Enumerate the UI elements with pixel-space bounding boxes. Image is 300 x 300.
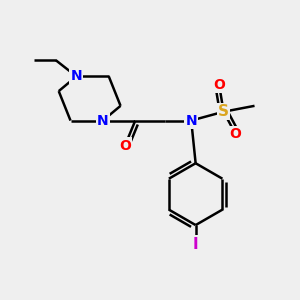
Text: N: N (185, 114, 197, 128)
Text: O: O (119, 139, 131, 153)
Text: O: O (213, 78, 225, 92)
Text: N: N (70, 69, 82, 83)
Text: O: O (230, 127, 241, 141)
Text: S: S (218, 104, 229, 119)
Text: I: I (193, 237, 199, 252)
Text: N: N (97, 114, 109, 128)
